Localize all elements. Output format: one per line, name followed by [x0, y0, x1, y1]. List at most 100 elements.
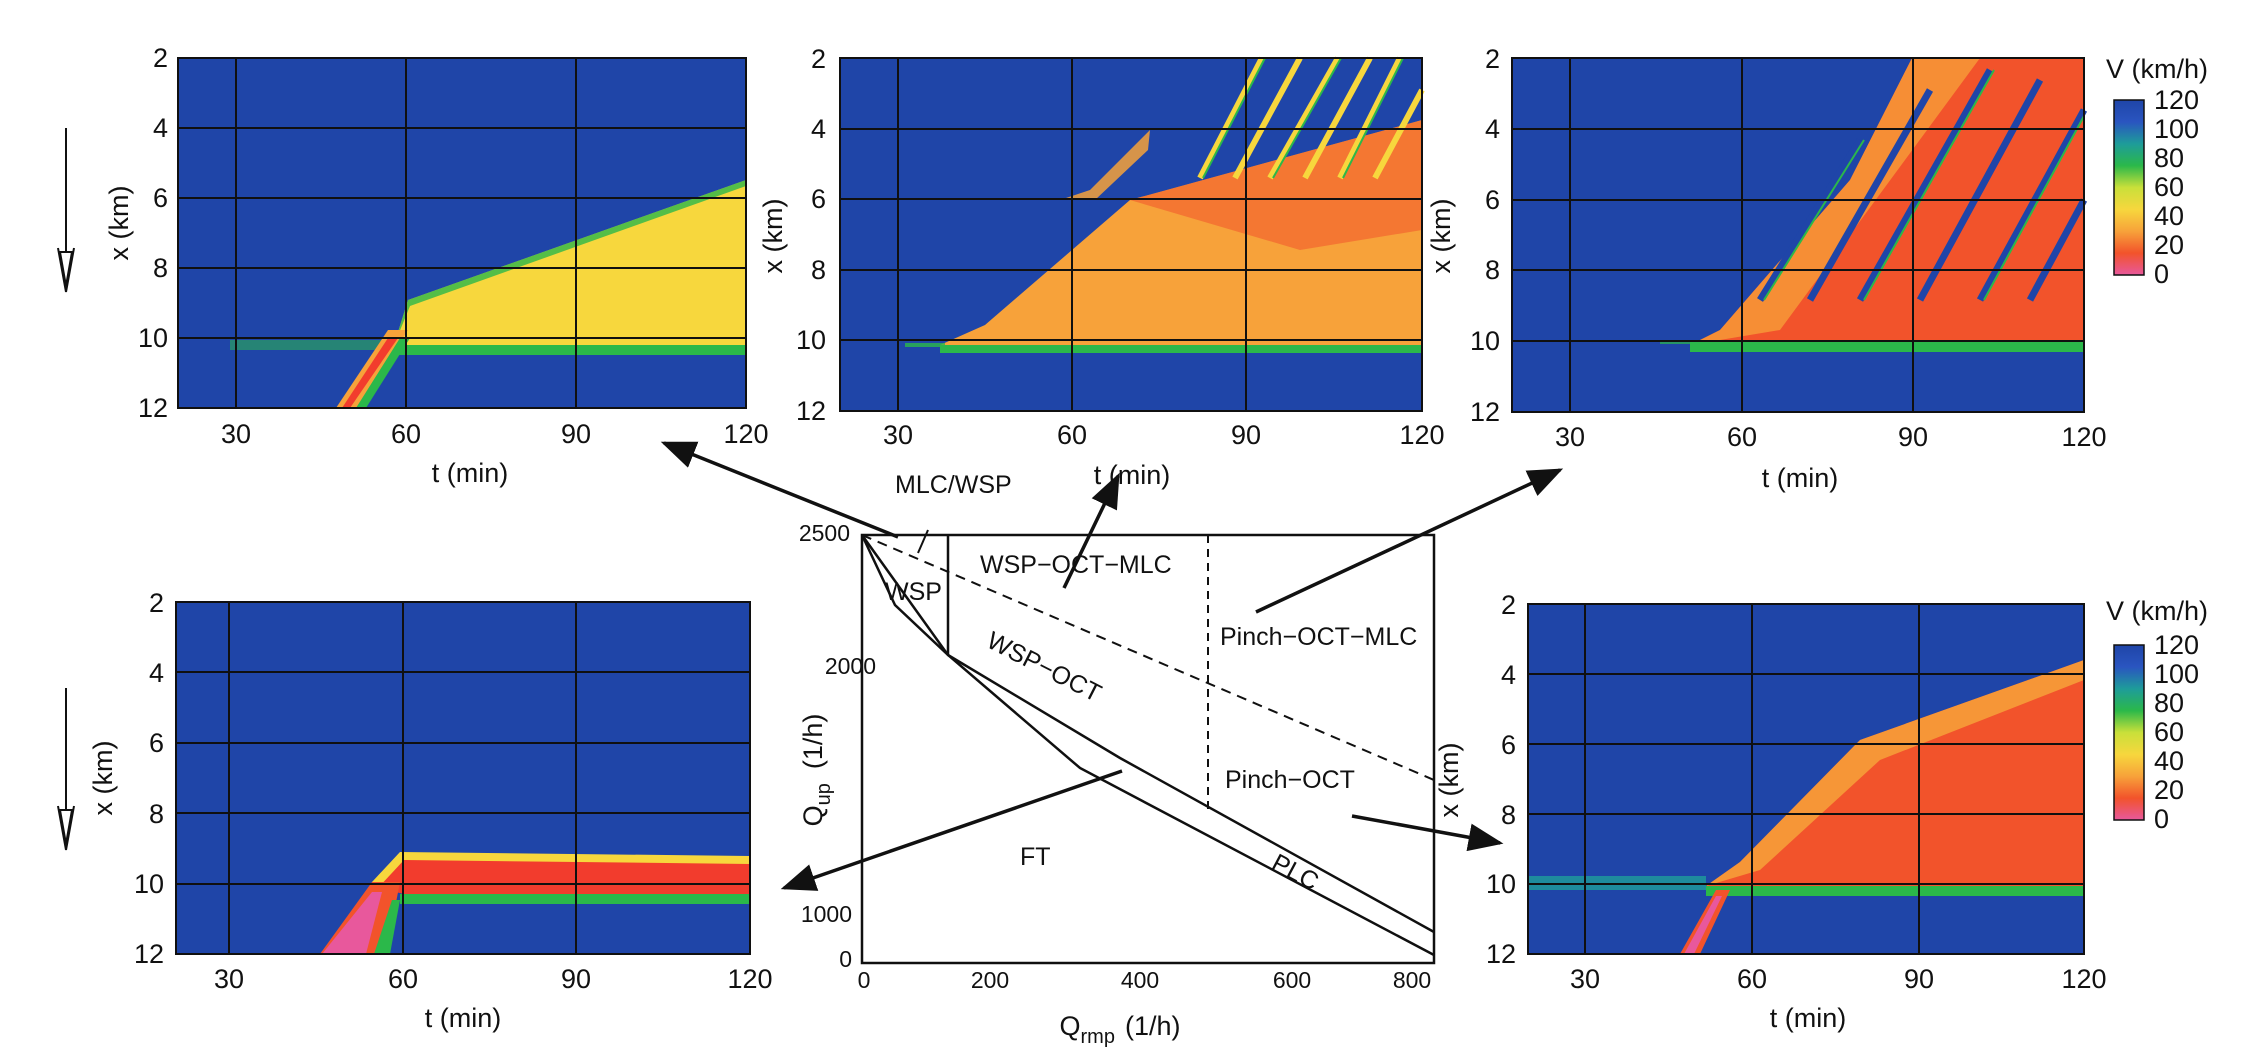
ytick: 10 [134, 869, 164, 899]
xtick: 30 [214, 964, 244, 994]
heatmap-top-left [178, 58, 746, 408]
yticks-top-left: 2 4 6 8 10 12 [138, 43, 168, 423]
ytick: 6 [811, 184, 826, 214]
xtick: 90 [1904, 964, 1934, 994]
plot-frame-bottom-right [1527, 603, 2085, 955]
ytick: 12 [796, 396, 826, 426]
mlc-wsp-pointer [917, 529, 929, 554]
colorbar-tick: 40 [2154, 746, 2184, 776]
heatmap-top-middle [840, 56, 1425, 411]
ytick: 4 [153, 113, 168, 143]
xtick: 800 [1393, 967, 1431, 993]
connector-arrows [660, 441, 1564, 891]
xtick: 90 [561, 419, 591, 449]
xtick: 120 [723, 419, 768, 449]
panel-top-right: 2 4 6 8 10 12 30 60 90 120 t (min) x (km… [1426, 44, 2208, 493]
colorbar-tick: 80 [2154, 688, 2184, 718]
colorbar-bottom-right: V (km/h) 120 100 80 60 40 20 0 [2106, 596, 2208, 834]
xticks-top-middle: 30 60 90 120 [883, 420, 1445, 450]
plot-frame-top-right [1511, 57, 2085, 413]
xticks-bottom-right: 30 60 90 120 [1570, 964, 2107, 994]
y-axis-label-bottom-left: x (km) [88, 741, 118, 816]
arrow-to-top-right [1255, 468, 1564, 614]
ytick: 2 [811, 44, 826, 74]
phase-diagram-frame [860, 533, 1436, 965]
ytick: 4 [1501, 660, 1516, 690]
phase-diagram: MLC/WSP WSP WSP−OCT−MLC WSP−OCT Pinch−OC… [798, 471, 1436, 1047]
yticks-top-right: 2 4 6 8 10 12 [1470, 44, 1500, 427]
ytick: 6 [1501, 730, 1516, 760]
region-label-mlc-wsp: MLC/WSP [895, 471, 1012, 499]
xtick: 120 [727, 964, 772, 994]
colorbar-tick: 100 [2154, 659, 2199, 689]
x-axis-label-top-right: t (min) [1762, 463, 1839, 493]
xtick: 30 [883, 420, 913, 450]
y-axis-label-top-right: x (km) [1426, 199, 1456, 274]
grid-bottom-left [176, 602, 750, 954]
xtick: 400 [1121, 967, 1159, 993]
xtick: 120 [2061, 422, 2106, 452]
xtick: 90 [561, 964, 591, 994]
panel-bottom-left: 2 4 6 8 10 12 30 60 90 120 t (min) x (km… [57, 588, 773, 1033]
colorbar-gradient [2113, 99, 2145, 276]
colorbar-tick: 100 [2154, 114, 2199, 144]
xticks-top-right: 30 60 90 120 [1555, 422, 2107, 452]
colorbar-tick: 120 [2154, 85, 2199, 115]
plot-frame-top-middle [839, 57, 1423, 412]
panel-bottom-right: 2 4 6 8 10 12 30 60 90 120 t (min) x (km… [1434, 590, 2208, 1033]
plot-frame-top-left [177, 57, 747, 409]
xtick: 0 [858, 967, 871, 993]
boundary-mlc-dashed [861, 534, 1435, 781]
direction-arrow-icon [57, 128, 75, 293]
ytick: 8 [1501, 800, 1516, 830]
ytick: 4 [149, 658, 164, 688]
ytick: 6 [149, 728, 164, 758]
heatmap-bottom-right [1528, 604, 2084, 954]
colorbar-tick: 40 [2154, 201, 2184, 231]
x-axis-label-top-middle: t (min) [1094, 460, 1171, 490]
xtick: 30 [1570, 964, 1600, 994]
arrow-to-top-middle [1062, 472, 1120, 589]
colorbar-title: V (km/h) [2106, 596, 2208, 626]
phase-xticks: 0 200 400 600 800 [858, 967, 1432, 993]
grid-top-middle [840, 58, 1422, 411]
region-label-pinch-oct: Pinch−OCT [1225, 766, 1355, 794]
ytick: 2000 [825, 653, 876, 679]
ytick: 12 [1470, 397, 1500, 427]
ytick: 8 [149, 799, 164, 829]
colorbar-gradient [2113, 644, 2145, 821]
ytick: 10 [796, 325, 826, 355]
xtick: 120 [2061, 964, 2106, 994]
panel-top-middle: 2 4 6 8 10 12 30 60 90 120 t (min) x (km… [758, 44, 1445, 490]
colorbar-tick: 0 [2154, 259, 2169, 289]
ytick: 8 [153, 253, 168, 283]
direction-arrow-icon [57, 688, 75, 851]
xtick: 60 [388, 964, 418, 994]
xtick: 90 [1231, 420, 1261, 450]
xtick: 60 [391, 419, 421, 449]
yticks-bottom-right: 2 4 6 8 10 12 [1486, 590, 1516, 969]
ytick: 12 [1486, 939, 1516, 969]
xtick: 90 [1898, 422, 1928, 452]
ytick: 6 [1485, 185, 1500, 215]
arrow-to-bottom-right [1351, 814, 1504, 852]
heatmap-top-right [1512, 58, 2088, 412]
ytick: 8 [811, 255, 826, 285]
region-label-pinch-oct-mlc: Pinch−OCT−MLC [1220, 623, 1417, 651]
ytick: 4 [1485, 114, 1500, 144]
ytick: 10 [1470, 326, 1500, 356]
region-label-wsp: WSP [885, 578, 942, 606]
yticks-bottom-left: 2 4 6 8 10 12 [134, 588, 164, 969]
ytick: 1000 [801, 901, 852, 927]
boundary-ft-plc [860, 534, 1435, 934]
phase-yticks: 0 1000 2000 2500 [799, 520, 876, 972]
ytick: 2 [1501, 590, 1516, 620]
x-axis-label-bottom-left: t (min) [425, 1003, 502, 1033]
xtick: 600 [1273, 967, 1311, 993]
phase-boundaries [860, 529, 1435, 957]
phase-y-axis-label: Qup(1/h) [798, 714, 835, 827]
xtick: 200 [971, 967, 1009, 993]
grid-bottom-right [1528, 604, 2084, 954]
region-label-ft: FT [1020, 843, 1051, 871]
xtick: 60 [1727, 422, 1757, 452]
